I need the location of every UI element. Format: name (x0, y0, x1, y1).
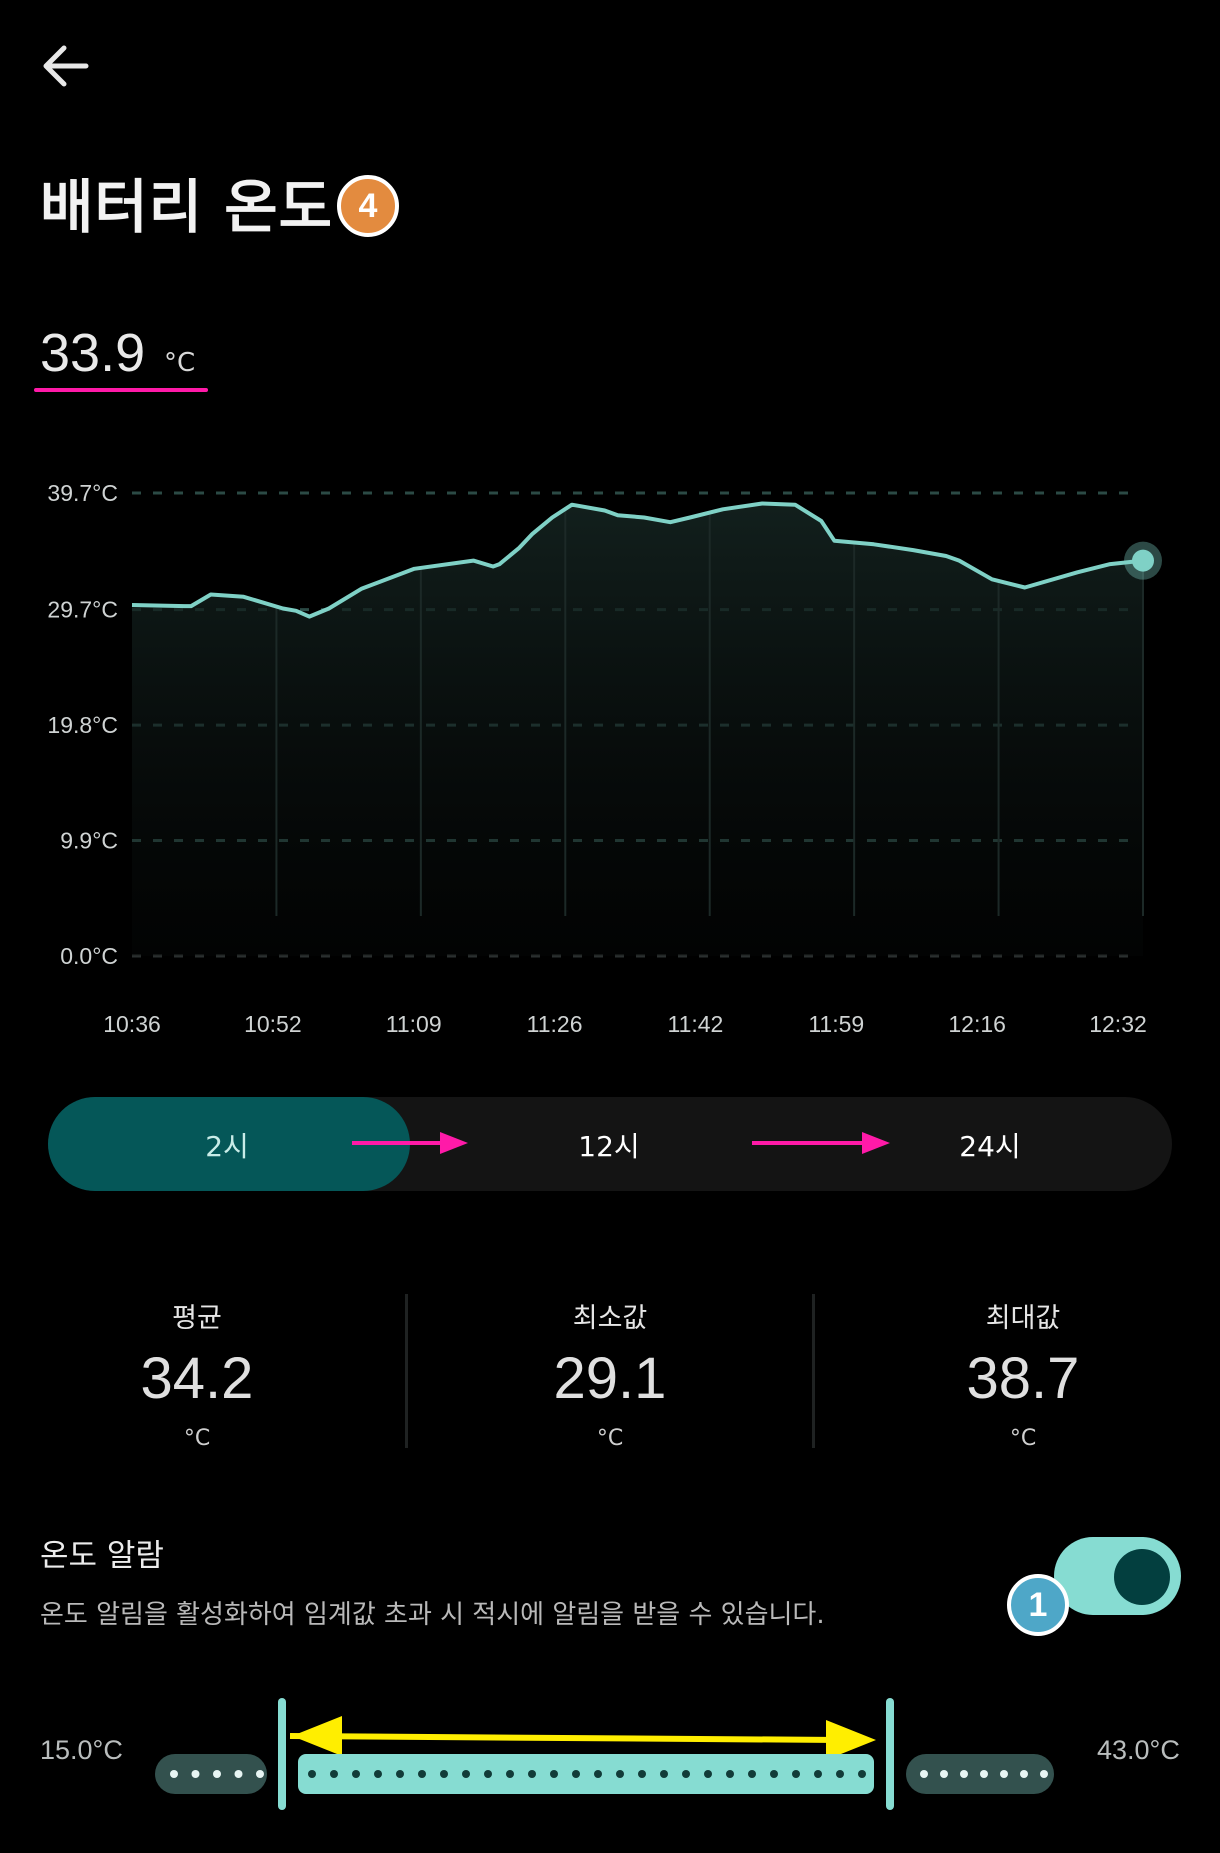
slider-dot (836, 1770, 844, 1778)
annotation-badge: 1 (1007, 1574, 1069, 1636)
slider-dot (234, 1770, 243, 1778)
slider-dot (770, 1770, 778, 1778)
alarm-title: 온도 알람 (40, 1538, 164, 1574)
x-tick-label: 10:52 (244, 1011, 302, 1037)
x-tick-label: 11:59 (808, 1011, 864, 1037)
y-tick-label: 0.0°C (60, 943, 118, 969)
slider-handle-max[interactable] (886, 1698, 894, 1810)
alarm-description: 온도 알림을 활성화하여 임계값 초과 시 적시에 알림을 받을 수 있습니다. (40, 1600, 825, 1630)
slider-dot (462, 1770, 470, 1778)
slider-dot (960, 1770, 968, 1778)
back-arrow-icon[interactable] (36, 36, 96, 96)
tab-24h[interactable]: 24시 (959, 1130, 1021, 1163)
x-tick-label: 11:26 (527, 1011, 583, 1037)
stat-label: 평균 (172, 1303, 222, 1334)
slider-dot (1040, 1770, 1048, 1778)
current-temperature-unit: °C (164, 348, 196, 378)
slider-dot (506, 1770, 514, 1778)
annotation-badge: 4 (337, 175, 399, 237)
stat-maximum: 최대값 38.7 °C (883, 1296, 1163, 1451)
stat-value: 29.1 (553, 1346, 667, 1411)
page-title: 배터리 온도 (40, 173, 333, 241)
slider-dot (352, 1770, 360, 1778)
chart-area (132, 503, 1143, 956)
slider-dot (638, 1770, 646, 1778)
slider-dot (660, 1770, 668, 1778)
slider-dot (682, 1770, 690, 1778)
stat-value: 34.2 (140, 1346, 254, 1411)
slider-dot (858, 1770, 866, 1778)
range-min-label: 15.0°C (40, 1735, 123, 1765)
slider-dot (920, 1770, 928, 1778)
x-tick-label: 10:36 (103, 1011, 161, 1037)
x-tick-label: 12:16 (948, 1011, 1006, 1037)
slider-dot (256, 1770, 264, 1778)
slider-dot (418, 1770, 426, 1778)
annotation-arrow (352, 1132, 468, 1154)
stat-label: 최대값 (985, 1303, 1061, 1334)
slider-dot (528, 1770, 536, 1778)
slider-dot (792, 1770, 800, 1778)
tab-12h[interactable]: 12시 (578, 1130, 640, 1163)
slider-handle-min[interactable] (278, 1698, 286, 1810)
stat-unit: °C (1009, 1426, 1037, 1451)
stat-unit: °C (596, 1426, 624, 1451)
chart-series-line (131, 501, 1144, 619)
annotation-double-arrow (289, 1716, 876, 1760)
annotation-arrow (752, 1132, 890, 1154)
slider-dot (484, 1770, 492, 1778)
stat-value: 38.7 (966, 1346, 1080, 1411)
slider-dot (396, 1770, 404, 1778)
slider-dot (726, 1770, 734, 1778)
slider-dot (940, 1770, 948, 1778)
slider-dot (440, 1770, 448, 1778)
slider-dot (980, 1770, 988, 1778)
slider-dot (572, 1770, 580, 1778)
slider-dot (748, 1770, 756, 1778)
tab-2h[interactable]: 2시 (205, 1130, 249, 1163)
x-tick-label: 11:09 (386, 1011, 442, 1037)
chart-current-point (1132, 549, 1154, 572)
temperature-chart: 0.0°C 9.9°C 19.8°C 29.7°C 39.7°C 10:36 10:52 1… (47, 480, 1162, 1037)
current-temperature-value: 33.9 (40, 323, 146, 383)
slider-dot (170, 1770, 178, 1778)
slider-dot (704, 1770, 712, 1778)
slider-dot (616, 1770, 624, 1778)
range-max-label: 43.0°C (1097, 1735, 1180, 1765)
slider-track-left (155, 1754, 267, 1794)
x-tick-label: 12:32 (1089, 1011, 1147, 1037)
slider-dot (594, 1770, 602, 1778)
stat-unit: °C (183, 1426, 211, 1451)
slider-dot (330, 1770, 338, 1778)
slider-dot (1000, 1770, 1008, 1778)
annotation-underline (34, 388, 208, 392)
slider-dot (1020, 1770, 1028, 1778)
slider-dot (374, 1770, 382, 1778)
x-tick-label: 11:42 (667, 1011, 723, 1037)
divider (405, 1294, 408, 1448)
slider-track-active (298, 1754, 874, 1794)
slider-dot (191, 1770, 200, 1778)
alarm-toggle[interactable] (1054, 1537, 1181, 1615)
slider-dot (550, 1770, 558, 1778)
slider-dot (308, 1770, 316, 1778)
y-tick-label: 19.8°C (47, 712, 118, 738)
slider-dot (213, 1770, 221, 1778)
toggle-knob (1114, 1549, 1170, 1605)
threshold-range-slider (155, 1698, 1054, 1810)
stat-average: 평균 34.2 °C (57, 1296, 337, 1451)
y-tick-label: 9.9°C (60, 828, 118, 854)
divider (812, 1294, 815, 1448)
y-tick-label: 39.7°C (47, 480, 118, 506)
slider-dot (814, 1770, 822, 1778)
y-tick-label: 29.7°C (47, 597, 118, 623)
stat-label: 최소값 (572, 1303, 648, 1334)
time-range-active-indicator (48, 1097, 410, 1191)
stat-minimum: 최소값 29.1 °C (470, 1296, 750, 1451)
